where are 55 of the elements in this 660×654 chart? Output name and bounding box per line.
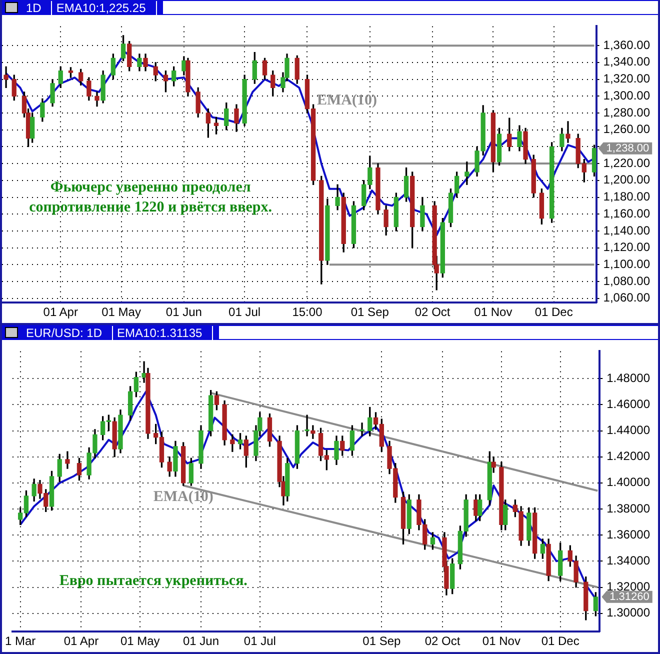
x-tick-label: 01 May	[102, 305, 141, 320]
text: 1,238.00	[606, 142, 650, 154]
chart-subtitle: EMA10:1.31135	[113, 326, 214, 340]
candlestick	[360, 422, 364, 436]
y-tick-label: 1.48000	[606, 370, 650, 385]
y-tick-label: 1.30000	[606, 606, 650, 620]
x-tick-label: 01 Dec	[534, 305, 573, 320]
y-tick-label: 1,360.00	[603, 38, 650, 52]
x-tick-label: 01 Jul	[228, 305, 261, 320]
y-tick-label: 1.42000	[606, 449, 650, 464]
y-tick-label: 1.34000	[606, 553, 650, 568]
text: EMA(10)	[153, 488, 214, 505]
y-tick-label: 1,120.00	[603, 240, 650, 254]
chart-subtitle: EMA10:1,225.25	[52, 0, 157, 14]
y-tick-label: 1,060.00	[603, 290, 650, 305]
chart-title: 1D	[22, 0, 52, 14]
x-tick-label: 01 Sep	[362, 634, 401, 648]
y-tick-label: 1,160.00	[603, 206, 650, 220]
series-label: EMA(10)	[316, 92, 377, 109]
y-tick-label: 1,260.00	[603, 122, 650, 136]
x-tick-label: 01 Nov	[474, 305, 512, 320]
x-tick-label: 01 Sep	[350, 305, 390, 320]
annotation: Евро пытается укрепиться.	[59, 573, 248, 590]
x-tick-label: 01 Jun	[182, 634, 220, 648]
x-tick-label: 01 Jul	[244, 634, 276, 648]
y-tick-label: 1.46000	[606, 396, 650, 411]
y-tick-label: 1,320.00	[603, 72, 650, 86]
x-tick-label: 01 Apr	[43, 305, 78, 320]
annotation: Фьючерс уверенно преодолел сопротивление 1220 и рвётся вверх.	[29, 179, 272, 216]
chart-title: EUR/USD: 1D	[22, 326, 114, 340]
y-tick-label: 1,180.00	[603, 190, 650, 204]
y-tick-label: 1,280.00	[603, 105, 650, 120]
candlestick	[464, 162, 470, 185]
candlestick	[566, 121, 570, 143]
x-tick-label: 02 Oct	[424, 634, 461, 648]
x-tick-label: 01 Nov	[482, 634, 520, 648]
y-tick-label: 1.38000	[606, 501, 650, 516]
y-tick-label: 1.40000	[606, 475, 650, 490]
y-tick-label: 1,300.00	[603, 88, 650, 102]
x-tick-label: 02 Oct	[414, 305, 451, 320]
y-tick-label: 1,140.00	[603, 223, 650, 238]
y-tick-label: 1.44000	[606, 423, 650, 438]
y-tick-label: 1.36000	[606, 527, 650, 542]
candlestick	[310, 425, 316, 439]
x-tick-label: 01 Dec	[541, 634, 580, 648]
x-tick-label: 1 Mar	[4, 634, 36, 648]
y-tick-label: 1,220.00	[603, 156, 650, 170]
y-tick-label: 1,200.00	[603, 172, 650, 187]
x-tick-label: 15:00	[292, 305, 323, 320]
x-tick-label: 01 May	[120, 634, 160, 648]
y-tick-label: 1,100.00	[603, 256, 650, 271]
y-tick-label: 1,340.00	[603, 54, 650, 69]
x-tick-label: 01 Apr	[64, 634, 99, 648]
y-tick-label: 1,080.00	[603, 274, 650, 288]
x-tick-label: 01 Jun	[166, 305, 202, 320]
